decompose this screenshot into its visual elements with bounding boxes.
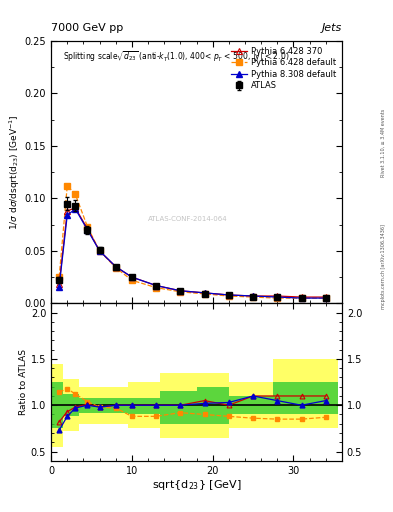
Y-axis label: Ratio to ATLAS: Ratio to ATLAS bbox=[19, 349, 28, 415]
Pythia 8.308 default bbox=[130, 274, 134, 280]
Pythia 8.308 default bbox=[57, 284, 62, 290]
Pythia 8.308 default bbox=[251, 293, 255, 299]
Pythia 6.428 default bbox=[85, 224, 90, 230]
Pythia 6.428 370 bbox=[85, 226, 90, 232]
Pythia 6.428 370 bbox=[226, 292, 231, 298]
Pythia 8.308 default bbox=[202, 290, 207, 296]
Pythia 8.308 default bbox=[65, 212, 70, 218]
Pythia 6.428 370 bbox=[275, 293, 280, 299]
Pythia 8.308 default bbox=[323, 295, 328, 301]
Pythia 8.308 default bbox=[275, 294, 280, 300]
Pythia 8.308 default bbox=[178, 288, 183, 294]
Pythia 6.428 370 bbox=[154, 283, 158, 289]
Pythia 6.428 default bbox=[97, 248, 102, 254]
Line: Pythia 8.308 default: Pythia 8.308 default bbox=[56, 206, 329, 301]
Pythia 6.428 default bbox=[113, 265, 118, 271]
Pythia 6.428 default bbox=[178, 289, 183, 295]
Pythia 6.428 370 bbox=[323, 294, 328, 300]
Legend: Pythia 6.428 370, Pythia 6.428 default, Pythia 8.308 default, ATLAS: Pythia 6.428 370, Pythia 6.428 default, … bbox=[229, 45, 338, 92]
Pythia 8.308 default bbox=[113, 264, 118, 270]
Pythia 6.428 default bbox=[57, 274, 62, 280]
Pythia 6.428 default bbox=[154, 285, 158, 291]
Pythia 6.428 370 bbox=[202, 290, 207, 296]
Pythia 6.428 default bbox=[73, 191, 78, 197]
Pythia 6.428 default bbox=[251, 294, 255, 300]
Pythia 6.428 370 bbox=[299, 294, 304, 300]
Pythia 8.308 default bbox=[97, 248, 102, 254]
Pythia 6.428 default bbox=[130, 277, 134, 283]
Text: Splitting scale$\sqrt{d_{23}}$ (anti-$k_T$(1.0), 400< $p_T$ < 500, |y| < 2.0): Splitting scale$\sqrt{d_{23}}$ (anti-$k_… bbox=[63, 49, 289, 64]
Pythia 6.428 default bbox=[202, 291, 207, 297]
Pythia 6.428 370 bbox=[251, 293, 255, 299]
Text: ATLAS-CONF-2014-064: ATLAS-CONF-2014-064 bbox=[148, 217, 228, 222]
Pythia 8.308 default bbox=[85, 227, 90, 233]
Text: 7000 GeV pp: 7000 GeV pp bbox=[51, 23, 123, 33]
Pythia 6.428 370 bbox=[65, 208, 70, 214]
Pythia 8.308 default bbox=[299, 295, 304, 301]
Y-axis label: 1/$\sigma$ d$\sigma$/dsqrt(d$_{23}$) [GeV$^{-1}$]: 1/$\sigma$ d$\sigma$/dsqrt(d$_{23}$) [Ge… bbox=[7, 114, 22, 230]
Pythia 6.428 default bbox=[299, 295, 304, 301]
Text: Rivet 3.1.10, ≥ 3.4M events: Rivet 3.1.10, ≥ 3.4M events bbox=[381, 109, 386, 178]
Line: Pythia 6.428 370: Pythia 6.428 370 bbox=[56, 205, 329, 300]
Pythia 8.308 default bbox=[154, 283, 158, 289]
Pythia 6.428 370 bbox=[57, 282, 62, 288]
Text: Jets: Jets bbox=[321, 23, 342, 33]
Pythia 8.308 default bbox=[73, 206, 78, 212]
Pythia 6.428 370 bbox=[178, 288, 183, 294]
Pythia 6.428 default bbox=[323, 295, 328, 301]
Pythia 8.308 default bbox=[226, 292, 231, 298]
X-axis label: sqrt{d$_{23}$} [GeV]: sqrt{d$_{23}$} [GeV] bbox=[152, 478, 241, 493]
Pythia 6.428 370 bbox=[97, 248, 102, 254]
Pythia 6.428 370 bbox=[130, 274, 134, 280]
Pythia 6.428 default bbox=[275, 295, 280, 301]
Pythia 6.428 default bbox=[226, 293, 231, 299]
Line: Pythia 6.428 default: Pythia 6.428 default bbox=[56, 183, 329, 301]
Pythia 6.428 370 bbox=[73, 205, 78, 211]
Pythia 6.428 370 bbox=[113, 264, 118, 270]
Text: mcplots.cern.ch [arXiv:1306.3436]: mcplots.cern.ch [arXiv:1306.3436] bbox=[381, 224, 386, 309]
Pythia 6.428 default bbox=[65, 183, 70, 189]
